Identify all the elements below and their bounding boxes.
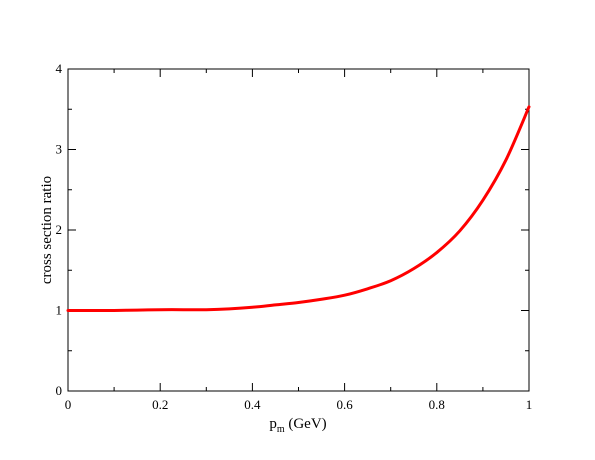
x-tick-label: 0.8 [429, 397, 445, 412]
x-tick-label: 0.2 [152, 397, 168, 412]
x-axis-label: pm (GeV) [269, 416, 326, 435]
y-tick-label: 3 [56, 142, 63, 157]
x-tick-label: 0 [65, 397, 72, 412]
x-tick-label: 1 [526, 397, 533, 412]
y-axis-label: cross section ratio [39, 176, 55, 284]
y-tick-label: 4 [56, 61, 63, 76]
y-tick-label: 1 [56, 303, 63, 318]
y-tick-label: 2 [56, 222, 63, 237]
axis-ticks [67, 68, 530, 392]
x-tick-label: 0.4 [244, 397, 261, 412]
series-line [66, 105, 531, 313]
x-tick-label: 0.6 [336, 397, 353, 412]
y-tick-label: 0 [56, 383, 63, 398]
axis-tick-labels: 0 0.2 0.4 0.6 0.8 1 0 1 2 3 4 [56, 61, 533, 412]
